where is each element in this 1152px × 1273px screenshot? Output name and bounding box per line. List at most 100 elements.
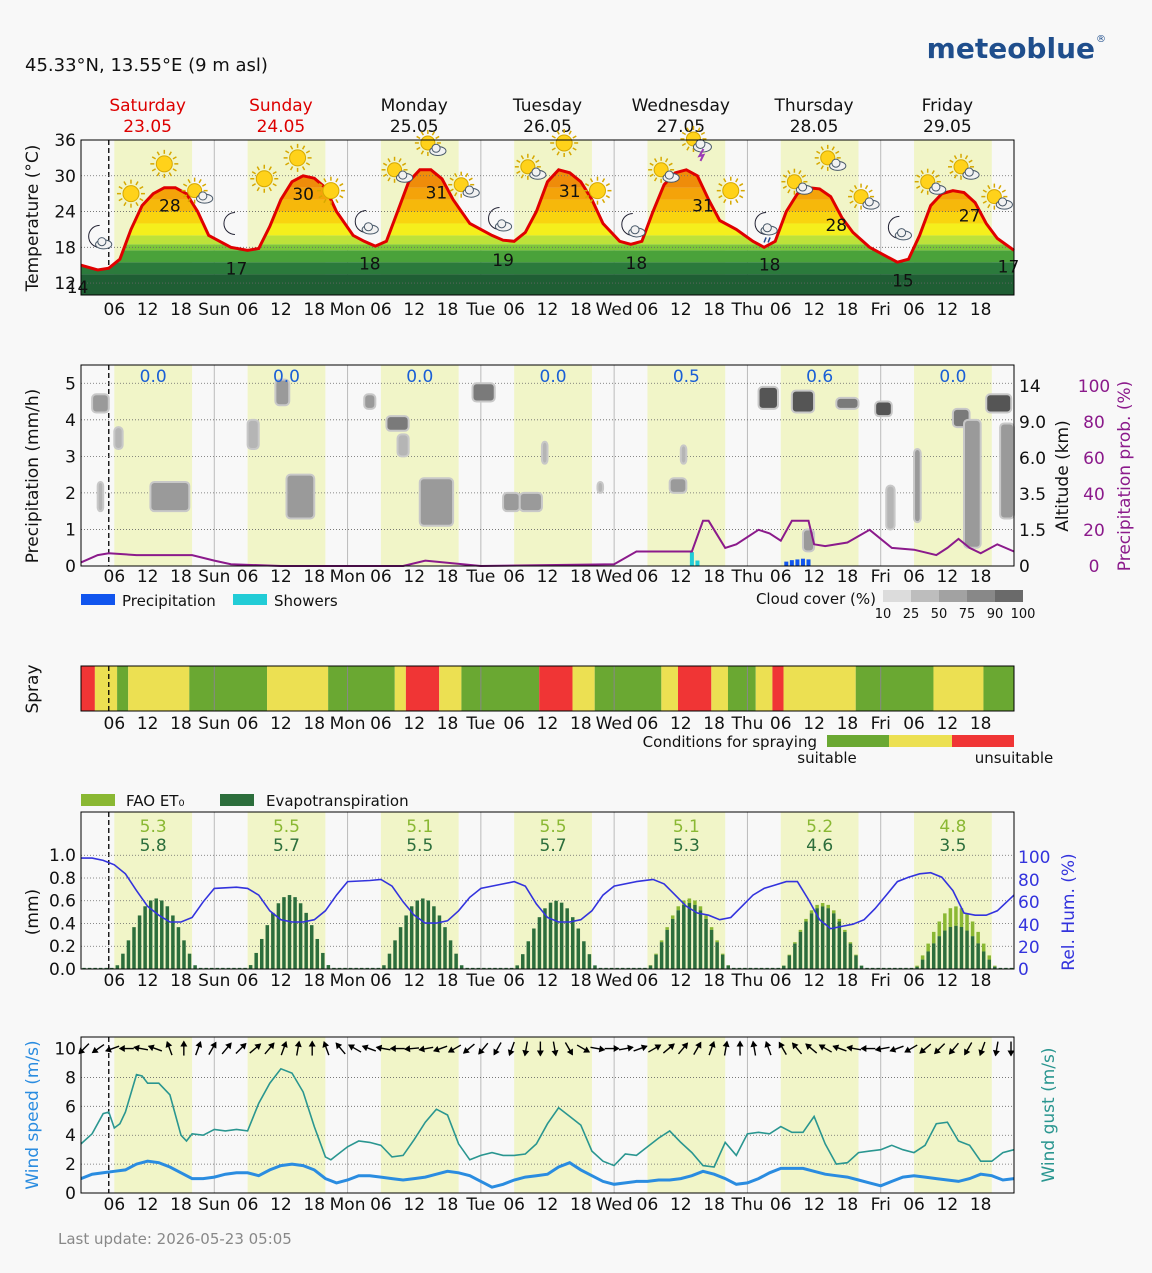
hour-tick-label: 18 [170,300,192,320]
spray-segment [328,666,395,711]
probability-tick-label: 100 [1078,377,1110,397]
humidity-tick-label: 40 [1018,916,1040,936]
hour-tick-label: 18 [570,971,592,991]
temperature-value-label: 15 [892,272,914,292]
cloud-cover-patch [286,475,314,519]
evapotranspiration-bar [965,931,969,969]
precipitation-axis-title: Precipitation (mm/h) [23,389,43,564]
evapotranspiration-bar [938,936,942,969]
fao-et0-bar [832,910,836,913]
temperature-value-label: 28 [825,216,847,236]
hour-tick-label: 06 [503,714,525,734]
evapotranspiration-bar [943,931,947,969]
spray-segment [189,666,267,711]
daily-precipitation-total: 0.0 [540,367,567,387]
temperature-band [81,212,1014,224]
daily-evapo-total: 5.7 [273,836,300,856]
cloud-cover-patch [114,427,122,449]
hour-tick-label: 12 [537,1195,559,1215]
hour-tick-label: 06 [370,300,392,320]
hour-tick-label: 12 [670,971,692,991]
hour-tick-label: 12 [803,971,825,991]
day-abbr-label: Wed [596,567,633,587]
fao-et0-bar [976,932,980,943]
hour-tick-label: 06 [903,567,925,587]
wind-arrow-head [860,1045,866,1052]
hour-tick-label: 06 [503,971,525,991]
fao-et0-bar [982,944,986,952]
last-update: Last update: 2026-05-23 05:05 [58,1230,292,1248]
evapotranspiration-bar [560,903,564,969]
hour-tick-label: 18 [970,1195,992,1215]
wind-direction-arrow [632,1043,648,1055]
day-date-label: 25.05 [390,117,439,137]
daily-precipitation-total: 0.0 [939,367,966,387]
cloud-puff [199,192,207,200]
evapotranspiration-bar [310,925,314,969]
spray-segment [661,666,678,711]
evapotranspiration-bar [327,965,331,969]
spray-segment [756,666,773,711]
wind-direction-arrow [491,1041,505,1057]
sun-disc [156,156,172,172]
fao-et0-bar [677,906,681,910]
rain-drop [768,237,770,242]
sun-disc [123,186,139,202]
precipitation-bar [807,559,811,566]
sun-disc [723,183,739,199]
evapotranspiration-bar [154,898,158,969]
cloud-cover-patch [759,387,778,409]
hour-tick-label: 12 [670,714,692,734]
evapo-tick-label: 1.0 [49,846,76,866]
evapotranspiration-bar [549,903,553,969]
fao-et0-bar [971,921,975,936]
wind-arrow-head [210,1040,219,1049]
fao-et0-bar [815,905,819,908]
hour-tick-label: 18 [837,1195,859,1215]
wind-direction-arrow [76,1041,92,1057]
legend-precipitation-label: Precipitation [122,592,216,610]
evapotranspiration-bar [149,900,153,969]
sun-ray [469,178,472,180]
evapotranspiration-bar [388,954,392,969]
cloud-cover-patch [364,394,375,409]
fao-et0-bar [965,913,969,930]
brand-logo[interactable]: meteoblue [927,32,1095,65]
fao-et0-bar [838,919,842,922]
cloud-puff [465,186,473,194]
fao-et0-bar [693,900,697,904]
cloud-cover-patch [792,391,814,413]
cloud-cover-patch [875,402,892,417]
evapotranspiration-bar [810,913,814,969]
spray-segment [461,666,539,711]
cloud-puff [898,229,906,237]
hour-tick-label: 12 [270,567,292,587]
evapotranspiration-bar [532,929,536,969]
fao-et0-bar [793,942,797,943]
evapotranspiration-bar [715,942,719,969]
temperature-tick-label: 18 [54,238,76,258]
fao-et0-bar [821,903,825,906]
spray-segment [128,666,189,711]
sun-ray [340,196,343,198]
shower-bar [690,552,694,566]
moon-shape [224,212,235,234]
evapotranspiration-bar [682,905,686,969]
evapotranspiration-bar [299,903,303,969]
cloud-legend-tick: 100 [1011,607,1036,622]
day-abbr-label: Wed [596,300,633,320]
precipitation-tick-label: 2 [65,484,76,504]
evapotranspiration-bar [321,953,325,969]
hour-tick-label: 06 [104,1195,126,1215]
cloud-legend-tick: 75 [959,607,976,622]
fao-et0-bar [699,906,703,910]
temperature-band [81,223,1014,235]
altitude-tick-label: 3.5 [1019,485,1046,505]
cloud-cover-patch [420,478,453,526]
sun-ray [606,184,609,186]
evapotranspiration-bar [804,921,808,969]
day-abbr-label: Fri [871,971,891,991]
evapotranspiration-bar [654,955,658,969]
sun-ray [336,199,338,202]
